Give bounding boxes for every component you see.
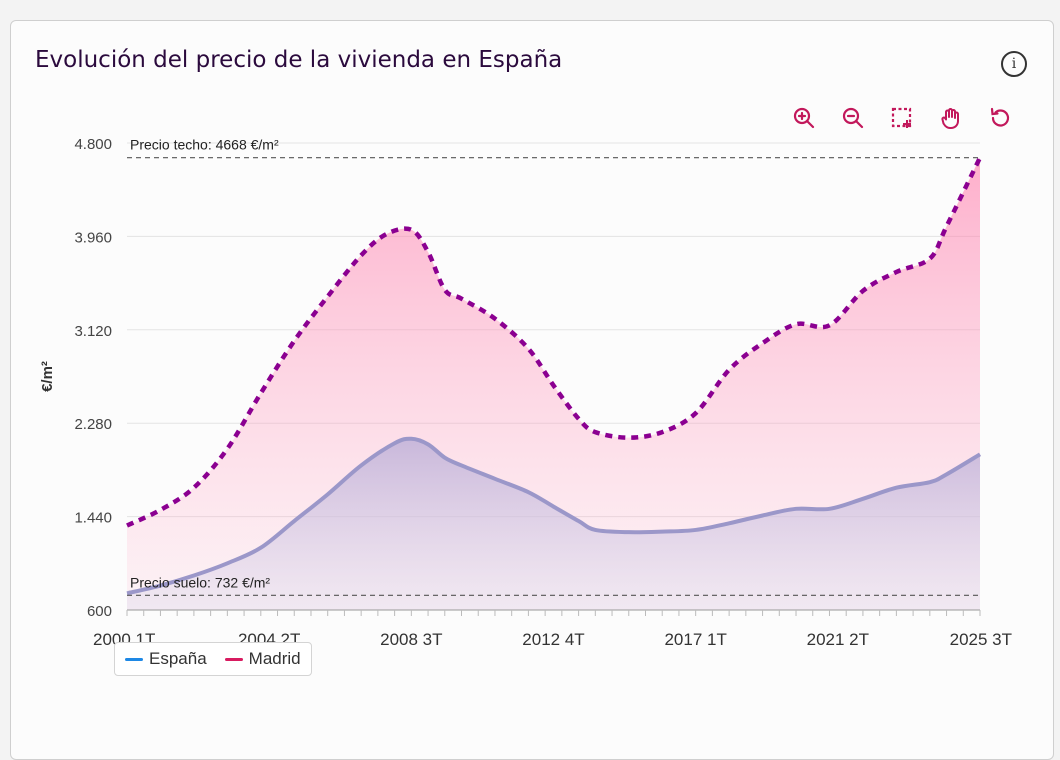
chart-title: Evolución del precio de la vivienda en E… [35, 47, 563, 73]
chart-plot: Precio techo: 4668 €/m² Precio suelo: 732… [39, 136, 1012, 649]
series-line-madrid [126, 156, 983, 528]
hand-icon [941, 108, 959, 129]
chart-toolbar [789, 103, 1015, 133]
y-axis-label: €/m² [39, 361, 56, 392]
select-area-icon [891, 107, 912, 128]
series-line-espana [126, 436, 982, 596]
area-espana [127, 438, 980, 610]
legend-item-espana[interactable]: España [125, 649, 207, 669]
info-button[interactable]: i [1001, 51, 1027, 77]
x-tick-label: 2021 2T [807, 630, 869, 649]
legend-swatch-madrid [224, 657, 243, 661]
y-tick-label: 2.280 [74, 416, 112, 433]
y-tick-label: 3.960 [74, 229, 112, 246]
y-tick-label: 4.800 [74, 136, 112, 153]
y-tick-label: 1.440 [74, 510, 112, 527]
pan-button[interactable] [936, 103, 966, 133]
x-tick-label: 2008 3T [380, 630, 442, 649]
legend-swatch-espana [125, 657, 143, 661]
x-tick-label: 2012 4T [522, 630, 584, 649]
select-zoom-button[interactable] [887, 103, 917, 133]
reset-icon [990, 107, 1010, 127]
y-tick-label: 3.120 [74, 323, 112, 340]
zoom-in-icon [793, 107, 815, 129]
ceiling-label: Precio techo: 4668 €/m² [130, 137, 279, 153]
x-tick-label: 2025 3T [950, 630, 1012, 649]
y-tick-label: 600 [87, 603, 112, 620]
floor-label: Precio suelo: 732 €/m² [130, 574, 270, 590]
chart-legend: España Madrid [114, 642, 312, 676]
zoom-in-button[interactable] [789, 103, 819, 133]
reset-button[interactable] [985, 103, 1015, 133]
legend-item-madrid[interactable]: Madrid [224, 649, 301, 669]
zoom-out-icon [842, 107, 864, 129]
info-icon: i [1011, 56, 1017, 72]
x-tick-label: 2017 1T [664, 630, 726, 649]
zoom-out-button[interactable] [838, 103, 868, 133]
legend-label-madrid: Madrid [248, 649, 301, 668]
legend-label-espana: España [149, 649, 207, 668]
